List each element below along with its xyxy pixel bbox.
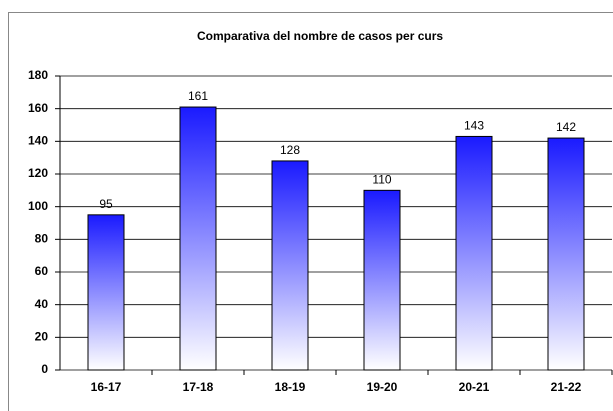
bar [547,137,585,371]
x-tick-label: 21-22 [551,380,582,394]
x-tick-label: 18-19 [275,380,306,394]
data-label: 128 [280,143,300,157]
bar [87,214,125,371]
bar [271,160,309,371]
chart-title: Comparativa del nombre de casos per curs [197,29,443,43]
y-tick-label: 80 [35,232,49,246]
y-tick-label: 100 [28,199,48,213]
data-label: 142 [556,120,576,134]
y-tick-label: 20 [35,330,49,344]
y-tick-label: 0 [41,362,48,376]
y-tick-label: 180 [28,68,48,82]
x-tick-label: 19-20 [367,380,398,394]
y-tick-label: 40 [35,297,49,311]
data-label: 161 [188,89,208,103]
bar [363,189,401,371]
y-tick-label: 140 [28,134,48,148]
bar [179,106,217,371]
data-label: 110 [372,173,391,187]
y-tick-label: 120 [28,166,48,180]
x-tick-label: 20-21 [459,380,490,394]
y-tick-label: 60 [35,264,49,278]
bar [455,135,493,371]
x-tick-label: 16-17 [91,380,122,394]
y-tick-label: 160 [28,101,48,115]
data-label: 95 [99,197,113,211]
x-tick-label: 17-18 [183,380,214,394]
data-label: 143 [464,119,484,133]
